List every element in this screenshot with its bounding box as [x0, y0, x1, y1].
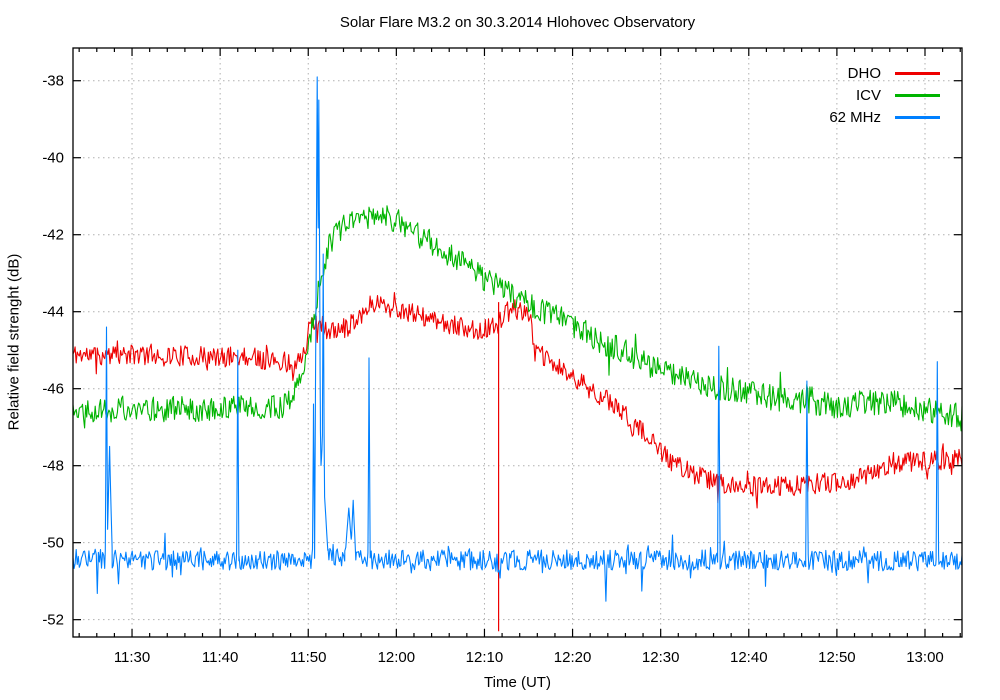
svg-text:-40: -40 — [42, 150, 64, 167]
legend-line-sample-dho — [895, 71, 940, 75]
svg-text:12:40: 12:40 — [730, 649, 768, 666]
svg-text:-44: -44 — [42, 304, 64, 321]
svg-text:-52: -52 — [42, 612, 64, 629]
svg-text:12:30: 12:30 — [642, 649, 680, 666]
svg-text:12:20: 12:20 — [554, 649, 592, 666]
chart-title: Solar Flare M3.2 on 30.3.2014 Hlohovec O… — [339, 14, 696, 31]
svg-text:11:40: 11:40 — [202, 649, 238, 666]
legend-label-icv: ICV — [855, 86, 881, 104]
svg-text:13:00: 13:00 — [906, 649, 944, 666]
legend: DHO ICV 62 MHz — [829, 62, 940, 128]
legend-item-icv: ICV — [829, 84, 940, 106]
svg-text:-50: -50 — [42, 535, 64, 552]
legend-line-sample-icv — [895, 93, 940, 97]
svg-text:12:50: 12:50 — [818, 649, 856, 666]
svg-text:-38: -38 — [42, 73, 64, 90]
legend-item-dho: DHO — [829, 62, 940, 84]
svg-text:12:10: 12:10 — [466, 649, 504, 666]
svg-text:-46: -46 — [42, 381, 64, 398]
legend-label-62mhz: 62 MHz — [829, 108, 881, 126]
legend-line-sample-62mhz — [895, 115, 940, 119]
x-axis-label: Time (UT) — [484, 674, 551, 691]
svg-text:-42: -42 — [42, 227, 64, 244]
svg-text:11:50: 11:50 — [290, 649, 326, 666]
svg-text:11:30: 11:30 — [114, 649, 150, 666]
legend-label-dho: DHO — [847, 64, 881, 82]
svg-text:-48: -48 — [42, 458, 64, 475]
legend-item-62mhz: 62 MHz — [829, 106, 940, 128]
svg-text:12:00: 12:00 — [378, 649, 416, 666]
